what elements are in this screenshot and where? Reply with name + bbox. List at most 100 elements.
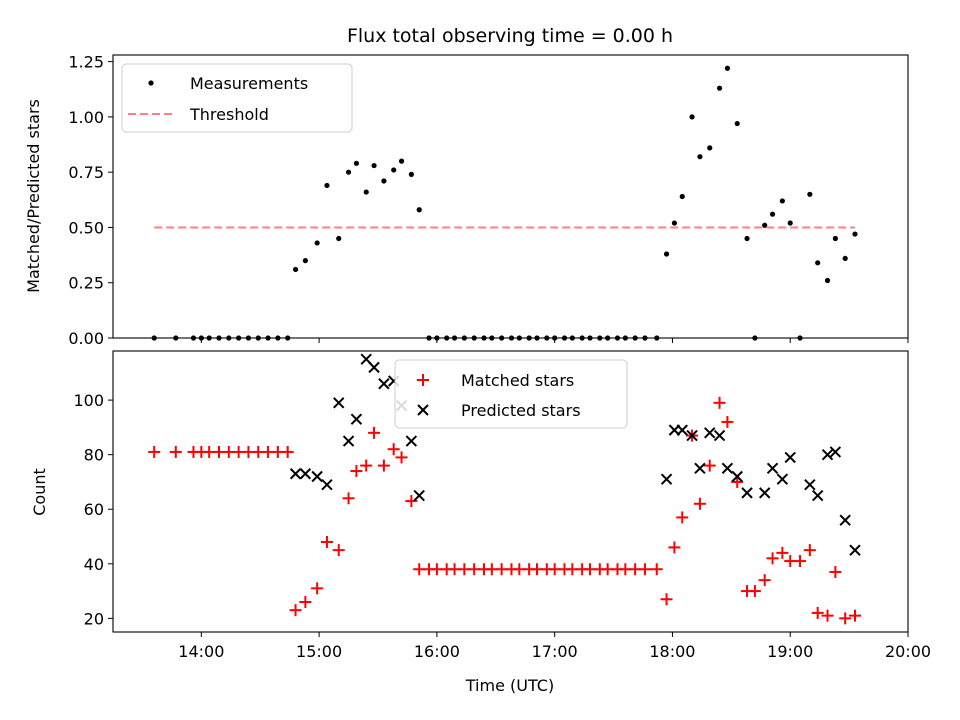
top-legend-box xyxy=(121,63,353,133)
matched-stars-point xyxy=(638,563,651,576)
predicted-stars-point xyxy=(378,378,390,390)
top-y-tick-label: 0.50 xyxy=(68,218,104,237)
bottom-plot-frame xyxy=(112,350,909,633)
top-plot-frame xyxy=(112,54,909,339)
matched-stars-point xyxy=(332,544,345,557)
matched-stars-point xyxy=(668,541,681,554)
measurement-point xyxy=(707,145,713,151)
bottom-y-tick-label: 60 xyxy=(84,500,104,519)
top-y-tick-label: 0.75 xyxy=(68,163,104,182)
measurement-point xyxy=(832,235,838,242)
predicted-stars-point xyxy=(660,473,673,485)
measurement-point xyxy=(689,114,695,120)
bottom-panel: 20 40 60 80 100 14:00 15:00 16:00 17:00 18:00 19:… xyxy=(30,350,931,695)
predicted-stars-point xyxy=(713,429,726,442)
legend-threshold-label: Threshold xyxy=(189,105,269,124)
measurement-point xyxy=(336,235,342,242)
predicted-stars-point xyxy=(289,468,302,480)
top-data-marks xyxy=(151,65,858,341)
matched-stars-point xyxy=(320,535,333,548)
measurement-point xyxy=(371,162,377,169)
bottom-y-tick-label: 20 xyxy=(84,609,104,628)
matched-stars-point xyxy=(360,459,373,472)
predicted-stars-point xyxy=(776,473,789,485)
predicted-stars-point xyxy=(676,424,688,436)
matched-stars-point xyxy=(829,565,842,578)
measurement-point xyxy=(398,158,405,164)
measurement-point xyxy=(724,65,731,71)
predicted-stars-point xyxy=(686,429,698,442)
measurement-point xyxy=(787,220,793,226)
bottom-x-tick-label: 18:00 xyxy=(649,642,695,661)
bottom-y-tick-label: 100 xyxy=(73,391,104,410)
matched-stars-point xyxy=(821,609,834,622)
predicted-stars-point xyxy=(342,435,355,447)
top-x-ticks xyxy=(200,338,909,343)
top-y-tick-label: 0.00 xyxy=(68,329,104,348)
measurement-point xyxy=(762,222,768,228)
predicted-stars-point xyxy=(731,470,743,483)
predicted-stars-point xyxy=(741,487,753,499)
predicted-stars-point xyxy=(350,413,363,425)
bottom-x-ticks: 14:00 15:00 16:00 17:00 18:00 19:00 20:00 xyxy=(178,632,931,661)
matched-stars-point xyxy=(650,563,663,576)
top-y-tick-label: 1.00 xyxy=(68,108,104,127)
measurement-point xyxy=(381,178,387,184)
measurement-point xyxy=(852,231,858,237)
measurement-point xyxy=(391,167,397,173)
measurement-point xyxy=(842,255,848,262)
measurement-point xyxy=(663,251,670,257)
matched-stars-point xyxy=(731,475,744,488)
matched-stars-point xyxy=(811,606,824,619)
predicted-stars-point xyxy=(405,435,418,447)
measurement-point xyxy=(769,211,776,217)
predicted-stars-point xyxy=(704,427,716,439)
predicted-stars-point xyxy=(321,478,333,491)
measurement-point xyxy=(353,160,360,166)
measurement-point xyxy=(824,277,831,284)
top-panel: 0.00 0.25 0.50 0.75 1.00 1.25 Matched/Predict… xyxy=(24,53,909,348)
predicted-stars-point xyxy=(849,544,861,556)
matched-stars-point xyxy=(350,465,363,478)
matched-stars-point xyxy=(377,459,390,472)
matched-stars-point xyxy=(693,497,706,510)
bottom-x-tick-label: 17:00 xyxy=(532,642,578,661)
measurement-point xyxy=(408,171,414,177)
bottom-data-marks xyxy=(148,353,861,625)
measurement-point xyxy=(679,193,685,200)
measurement-point xyxy=(671,220,678,226)
measurement-point xyxy=(302,258,308,264)
matched-stars-point xyxy=(721,415,734,428)
predicted-stars-point xyxy=(694,462,706,475)
matched-stars-point xyxy=(281,445,294,458)
measurement-point xyxy=(716,85,723,91)
measurement-point xyxy=(697,154,703,160)
matched-stars-point xyxy=(289,604,302,617)
measurement-point xyxy=(363,189,369,195)
legend-predicted-label: Predicted stars xyxy=(461,401,581,420)
matched-stars-point xyxy=(342,492,355,505)
predicted-stars-point xyxy=(804,478,816,491)
predicted-stars-point xyxy=(311,470,323,483)
legend-predicted-marker xyxy=(417,404,429,416)
predicted-stars-point xyxy=(758,487,771,499)
matched-stars-point xyxy=(803,544,816,557)
matched-stars-point xyxy=(758,574,771,587)
predicted-stars-point xyxy=(811,489,824,502)
matched-stars-point xyxy=(703,459,716,472)
matched-stars-point xyxy=(676,511,689,524)
matched-stars-point xyxy=(849,609,861,622)
matched-stars-point xyxy=(405,495,418,508)
matched-stars-point xyxy=(387,443,400,456)
predicted-stars-point xyxy=(413,489,425,502)
bottom-y-tick-label: 80 xyxy=(84,446,104,465)
legend-measurements-label: Measurements xyxy=(190,74,308,93)
matched-stars-point xyxy=(776,546,789,559)
measurement-point xyxy=(416,207,422,213)
matched-stars-point xyxy=(311,582,324,595)
matched-stars-point xyxy=(395,451,408,464)
legend-measurements-marker xyxy=(148,80,154,86)
bottom-y-tick-label: 40 xyxy=(84,555,104,574)
matched-stars-point xyxy=(766,552,779,565)
